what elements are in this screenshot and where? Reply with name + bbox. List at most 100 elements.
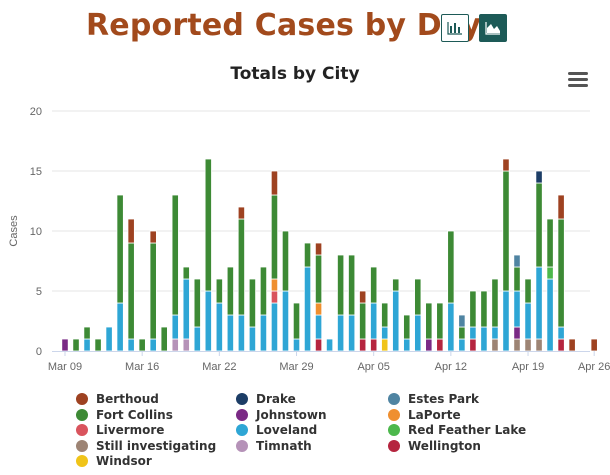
bar-segment: [425, 338, 433, 352]
bar-segment: [116, 302, 124, 352]
bar-segment: [491, 278, 499, 328]
bar-segment: [149, 230, 157, 244]
bar-segment: [370, 266, 378, 304]
bar-segment: [557, 326, 565, 340]
legend-label: Drake: [256, 392, 296, 406]
bar-segment: [513, 338, 521, 352]
legend-label: Timnath: [256, 438, 312, 453]
legend-swatch: [76, 439, 88, 452]
legend-label: Loveland: [256, 423, 318, 437]
bar-segment: [226, 266, 234, 316]
legend-item[interactable]: Timnath: [236, 439, 312, 453]
bar-segment: [557, 194, 565, 220]
legend-label: Still investigating: [96, 438, 217, 453]
bar-segment: [359, 302, 367, 340]
bar-segment: [160, 326, 168, 352]
bar-segment: [546, 218, 554, 268]
legend-item[interactable]: Fort Collins: [76, 408, 173, 422]
legend-swatch: [76, 455, 88, 467]
legend-item[interactable]: LaPorte: [388, 408, 461, 422]
bar-segment: [436, 302, 444, 340]
bar-segment: [248, 326, 257, 352]
bar-segment: [281, 230, 290, 292]
bar-segment: [392, 290, 400, 352]
bar-segment: [337, 314, 345, 352]
bar-segment: [535, 170, 543, 184]
bar-segment: [292, 302, 301, 340]
bar-segment: [237, 314, 245, 352]
bar-segment: [72, 338, 80, 352]
bar-view-button[interactable]: [441, 14, 469, 42]
hamburger-menu-icon[interactable]: [568, 72, 588, 88]
legend-item[interactable]: Still investigating: [76, 439, 216, 453]
bar-segment: [546, 266, 554, 280]
legend-swatch: [236, 393, 248, 405]
bar-segment: [182, 338, 190, 352]
bar-segment: [469, 290, 477, 328]
stacked-bar-chart: 0 5 10 15 20 Cases Mar 09 Mar 16 Mar 22 Mar 29 Apr…: [8, 106, 610, 373]
bar-segment: [127, 218, 135, 244]
legend-item[interactable]: Drake: [236, 392, 296, 406]
x-tick-label: Apr 26: [578, 361, 610, 373]
legend-swatch: [236, 439, 248, 452]
legend-item[interactable]: Berthoud: [76, 392, 159, 406]
bar-segment: [94, 338, 102, 352]
bar-segment: [392, 278, 400, 292]
chart-legend: Berthoud Drake Estes Park Fort Collins Johns…: [76, 392, 576, 472]
legend-swatch: [388, 424, 400, 436]
bar-segment: [370, 338, 378, 352]
bar-segment: [524, 302, 532, 340]
y-tick-label: 20: [30, 106, 42, 118]
legend-item[interactable]: Red Feather Lake: [388, 423, 526, 437]
y-tick-label: 15: [30, 166, 42, 178]
legend-label: LaPorte: [408, 407, 461, 422]
legend-label: Wellington: [408, 438, 481, 453]
legend-item[interactable]: Livermore: [76, 423, 164, 437]
bar-segment: [524, 278, 532, 304]
bar-segment: [314, 254, 323, 304]
bar-segment: [149, 338, 157, 352]
bar-segment: [127, 242, 135, 340]
bar-segment: [83, 326, 91, 340]
bar-segment: [61, 338, 69, 352]
bar-segment: [127, 338, 135, 352]
area-view-button[interactable]: [479, 14, 507, 42]
bar-segment: [557, 338, 565, 352]
bar-segment: [259, 266, 268, 316]
bar-segment: [535, 266, 543, 340]
bar-segment: [337, 254, 345, 316]
legend-item[interactable]: Windsor: [76, 454, 152, 468]
legend-swatch: [76, 408, 88, 421]
bar-segment: [348, 314, 356, 352]
bar-segment: [303, 266, 312, 352]
bar-segment: [359, 338, 367, 352]
legend-item[interactable]: Estes Park: [388, 392, 479, 406]
bar-segment: [182, 278, 190, 340]
bar-segment: [502, 290, 510, 352]
bar-segment: [270, 278, 279, 292]
bar-segment: [513, 290, 521, 328]
legend-swatch: [76, 424, 88, 436]
legend-item[interactable]: Wellington: [388, 439, 481, 453]
bar-segment: [414, 278, 422, 316]
bar-segment: [458, 326, 466, 340]
bar-segment: [348, 254, 356, 316]
bar-segment: [303, 242, 312, 268]
page-title: Reported Cases by Day: [86, 8, 482, 43]
legend-item[interactable]: Loveland: [236, 423, 317, 437]
bar-segment: [502, 158, 510, 172]
bar-segment: [447, 230, 455, 304]
x-tick-label: Apr 05: [357, 361, 389, 373]
bar-segment: [237, 218, 245, 316]
legend-item[interactable]: Johnstown: [236, 408, 327, 422]
x-tick-label: Mar 16: [125, 361, 159, 373]
bar-segment: [259, 314, 268, 352]
bar-segment: [381, 338, 389, 352]
bar-chart-icon: [447, 22, 462, 35]
bar-segment: [458, 338, 466, 352]
bar-segment: [171, 194, 179, 316]
x-tick-label: Apr 19: [512, 361, 544, 373]
bar-segment: [403, 314, 411, 340]
bar-segment: [292, 338, 301, 352]
legend-label: Estes Park: [408, 392, 480, 406]
